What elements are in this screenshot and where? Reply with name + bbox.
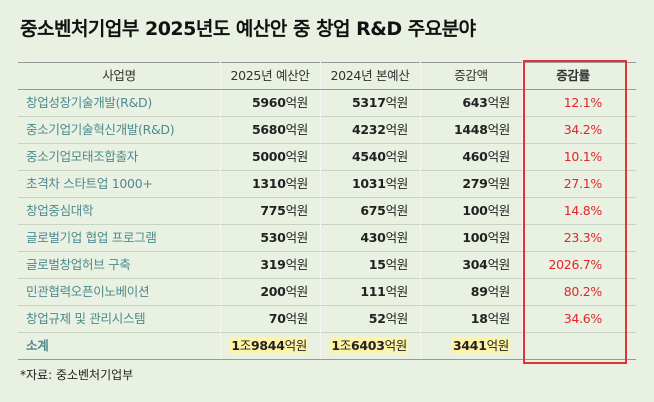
cell: 2026.7% — [548, 257, 602, 272]
cell: 34.2% — [563, 122, 603, 137]
cell: 23.3% — [563, 230, 603, 245]
cell: 319억원 — [260, 257, 308, 272]
cell: 14.8% — [563, 203, 603, 218]
header-line — [18, 89, 636, 90]
cell: 5960억원 — [252, 95, 308, 110]
cell: 430억원 — [360, 230, 408, 245]
total-text: 3441억원 — [452, 337, 510, 354]
cell: 27.1% — [563, 176, 603, 191]
cell: 643억원 — [462, 95, 510, 110]
total-text: 1조6403억원 — [330, 337, 408, 354]
row-label: 중소기업모태조합출자 — [26, 149, 139, 164]
cell: 80.2% — [563, 284, 603, 299]
row-line — [18, 116, 636, 117]
cell: 1310억원 — [252, 176, 308, 191]
bottom-line — [18, 359, 636, 360]
total-cell: 1조9844억원 — [220, 332, 320, 359]
row-line — [18, 251, 636, 252]
row-line — [18, 170, 636, 171]
header-cell: 증감률 — [556, 68, 590, 83]
cell: 200억원 — [260, 284, 308, 299]
row-line — [18, 305, 636, 306]
cell: 52억원 — [368, 311, 409, 326]
row-label: 글로벌창업허브 구축 — [26, 257, 131, 272]
cell: 4540억원 — [352, 149, 408, 164]
row-label: 창업규제 및 관리시스템 — [26, 311, 146, 326]
cell: 100억원 — [462, 203, 510, 218]
cell: 775억원 — [260, 203, 308, 218]
row-line — [18, 278, 636, 279]
total-text: 소계 — [26, 338, 49, 353]
column-divider — [220, 62, 221, 359]
cell: 89억원 — [470, 284, 511, 299]
cell: 460억원 — [462, 149, 510, 164]
row-label: 창업중심대학 — [26, 203, 94, 218]
row-line — [18, 143, 636, 144]
header-line — [18, 62, 636, 63]
header-cell: 증감액 — [454, 68, 488, 83]
cell: 15억원 — [368, 257, 409, 272]
column-divider — [522, 62, 523, 359]
cell: 304억원 — [462, 257, 510, 272]
cell: 18억원 — [470, 311, 511, 326]
row-label: 민관협력오픈이노베이션 — [26, 284, 150, 299]
cell: 279억원 — [462, 176, 510, 191]
header-cell: 2024년 본예산 — [330, 68, 410, 83]
cell: 10.1% — [563, 149, 603, 164]
cell: 530억원 — [260, 230, 308, 245]
header-cell: 2025년 예산안 — [230, 68, 310, 83]
cell: 34.6% — [563, 311, 603, 326]
total-cell: 3441억원 — [420, 332, 522, 359]
source: *자료: 중소벤처기업부 — [20, 368, 134, 382]
cell: 100억원 — [462, 230, 510, 245]
total-label: 소계 — [18, 332, 220, 359]
cell: 675억원 — [360, 203, 408, 218]
row-line — [18, 224, 636, 225]
cell: 1031억원 — [352, 176, 408, 191]
cell: 4232억원 — [352, 122, 408, 137]
cell: 5000억원 — [252, 149, 308, 164]
cell: 111억원 — [360, 284, 408, 299]
title: 중소벤처기업부 2025년도 예산안 중 창업 R&D 주요분야 — [20, 18, 476, 40]
row-label: 초격차 스타트업 1000+ — [26, 176, 153, 191]
total-text: 1조9844억원 — [230, 337, 308, 354]
row-line — [18, 197, 636, 198]
cell: 5317억원 — [352, 95, 408, 110]
row-line — [18, 332, 636, 333]
total-cell: 1조6403억원 — [320, 332, 420, 359]
row-label: 창업성장기술개발(R&D) — [26, 95, 152, 110]
cell: 5680억원 — [252, 122, 308, 137]
column-divider — [420, 62, 421, 359]
row-label: 글로벌기업 협업 프로그램 — [26, 230, 157, 245]
cell: 70억원 — [268, 311, 309, 326]
column-divider — [320, 62, 321, 359]
cell: 1448억원 — [454, 122, 510, 137]
highlight-box — [523, 60, 627, 364]
header-cell: 사업명 — [102, 68, 136, 83]
cell: 12.1% — [563, 95, 603, 110]
row-label: 중소기업기술혁신개발(R&D) — [26, 122, 175, 137]
